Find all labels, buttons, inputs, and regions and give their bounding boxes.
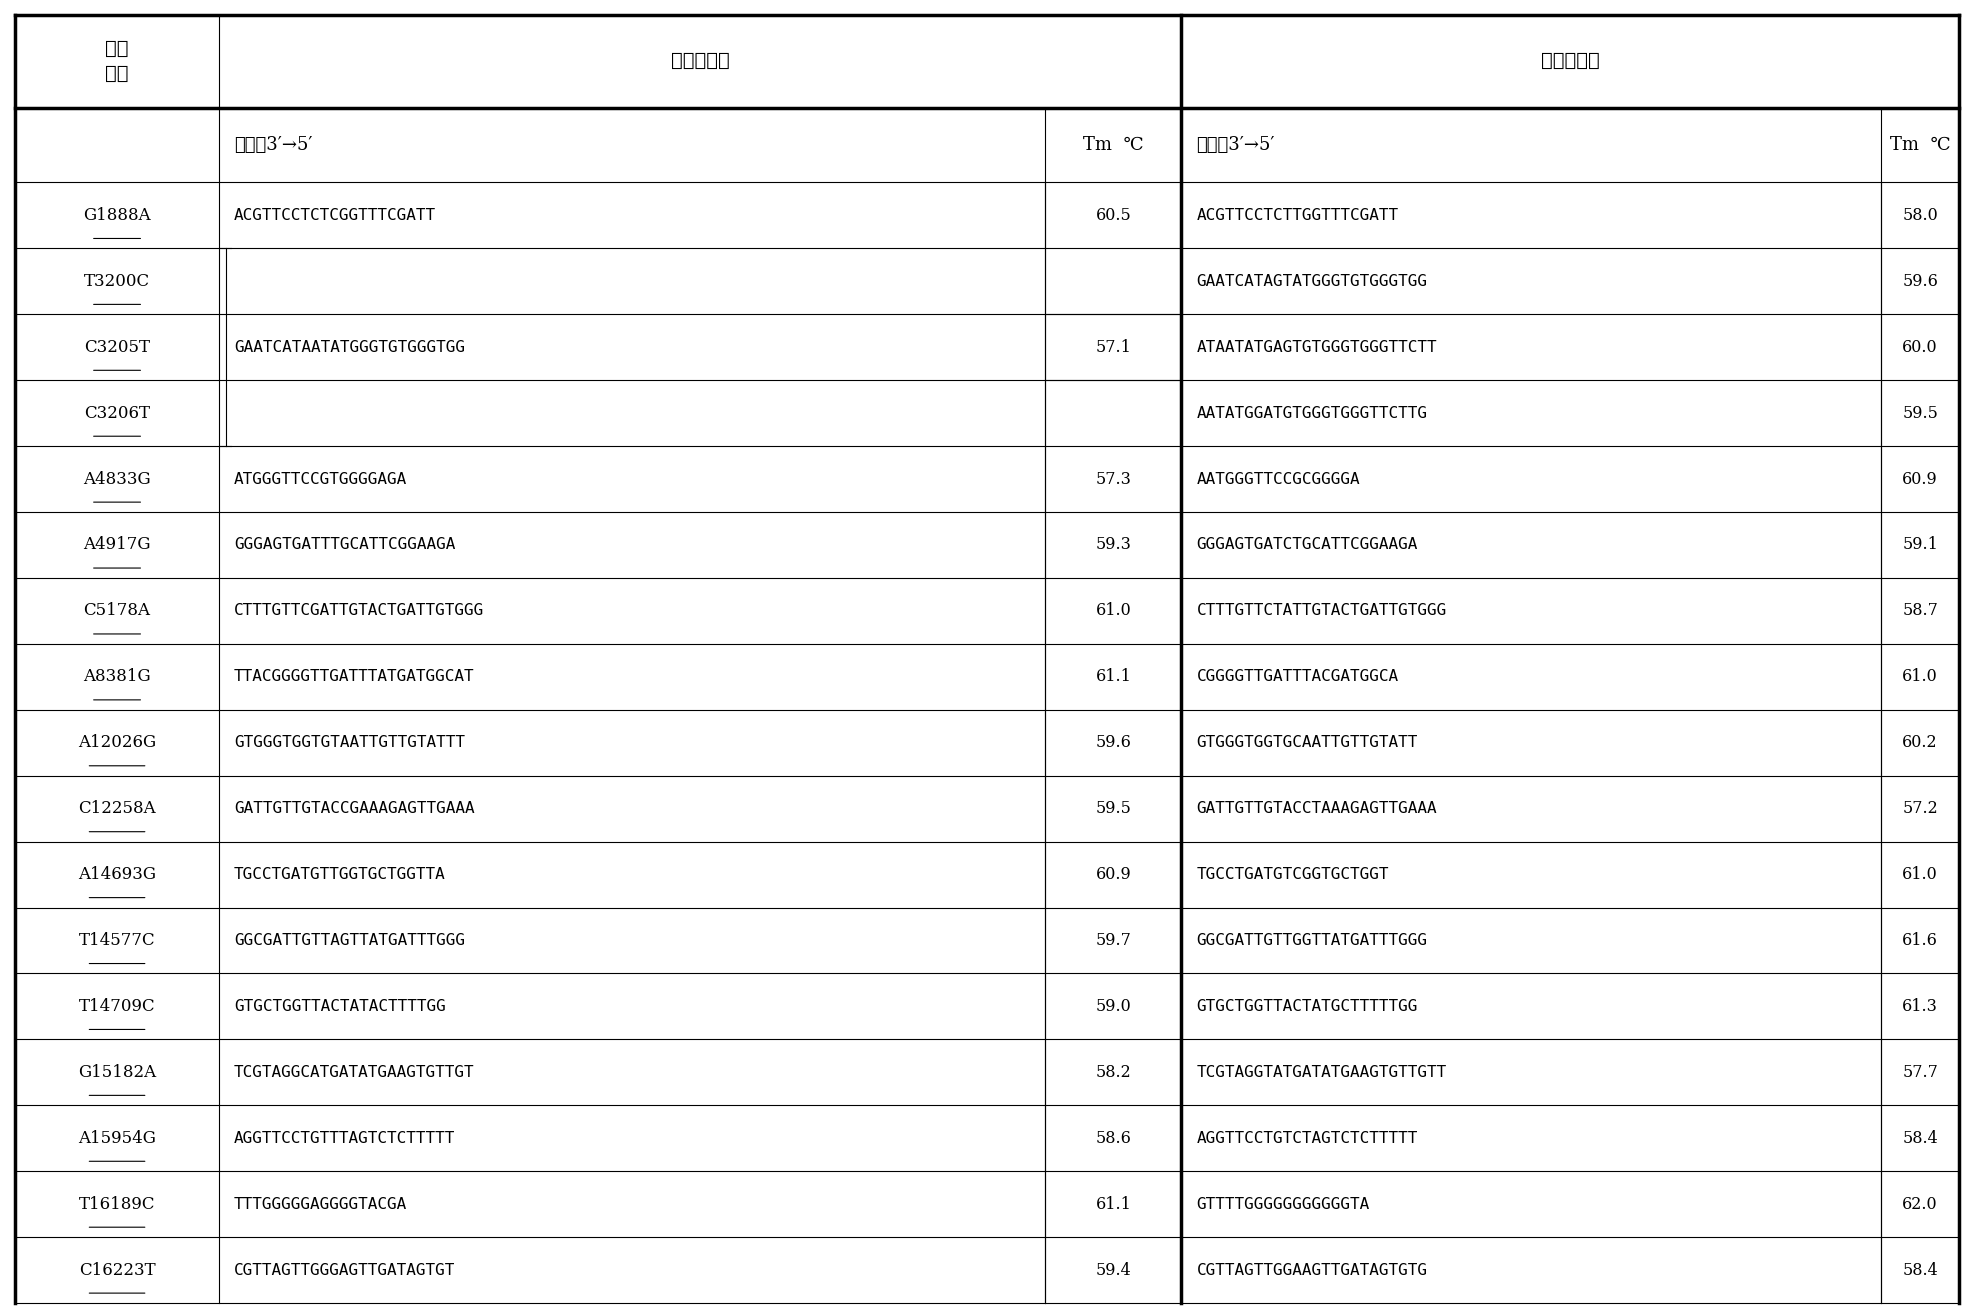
Text: 58.4: 58.4 bbox=[1902, 1129, 1937, 1146]
Text: 57.3: 57.3 bbox=[1095, 470, 1132, 487]
Text: TCGTAGGCATGATATGAAGTGTTGT: TCGTAGGCATGATATGAAGTGTTGT bbox=[234, 1065, 475, 1079]
Text: ATAATATGAGTGTGGGTGGGTTCTT: ATAATATGAGTGTGGGTGGGTTCTT bbox=[1197, 340, 1437, 355]
Text: A14693G: A14693G bbox=[79, 867, 156, 884]
Text: 60.9: 60.9 bbox=[1095, 867, 1132, 884]
Text: AGGTTCCTGTTTAGTCTCTTTTT: AGGTTCCTGTTTAGTCTCTTTTT bbox=[234, 1130, 455, 1146]
Text: Tm  ℃: Tm ℃ bbox=[1083, 137, 1144, 154]
Text: 57.2: 57.2 bbox=[1902, 800, 1937, 817]
Text: GATTGTTGTACCTAAAGAGTTGAAA: GATTGTTGTACCTAAAGAGTTGAAA bbox=[1197, 801, 1437, 817]
Text: AGGTTCCTGTCTAGTCTCTTTTT: AGGTTCCTGTCTAGTCTCTTTTT bbox=[1197, 1130, 1418, 1146]
Text: GTTTTGGGGGGGGGGGTA: GTTTTGGGGGGGGGGGTA bbox=[1197, 1196, 1370, 1212]
Text: T14577C: T14577C bbox=[79, 932, 156, 949]
Text: 60.9: 60.9 bbox=[1902, 470, 1937, 487]
Text: 61.1: 61.1 bbox=[1095, 1196, 1132, 1213]
Text: ACGTTCCTCTCGGTTTCGATT: ACGTTCCTCTCGGTTTCGATT bbox=[234, 207, 437, 223]
Text: GAATCATAATATGGGTGTGGGTGG: GAATCATAATATGGGTGTGGGTGG bbox=[234, 340, 465, 355]
Text: 59.5: 59.5 bbox=[1902, 404, 1937, 421]
Text: A12026G: A12026G bbox=[79, 734, 156, 751]
Text: 58.7: 58.7 bbox=[1902, 603, 1937, 620]
Text: 62.0: 62.0 bbox=[1902, 1196, 1937, 1213]
Text: GTGCTGGTTACTATACTTTTGG: GTGCTGGTTACTATACTTTTGG bbox=[234, 999, 445, 1014]
Text: ACGTTCCTCTTGGTTTCGATT: ACGTTCCTCTTGGTTTCGATT bbox=[1197, 207, 1398, 223]
Text: 57.7: 57.7 bbox=[1902, 1064, 1937, 1081]
Text: CGTTAGTTGGAAGTTGATAGTGTG: CGTTAGTTGGAAGTTGATAGTGTG bbox=[1197, 1263, 1428, 1278]
Text: GATTGTTGTACCGAAAGAGTTGAAA: GATTGTTGTACCGAAAGAGTTGAAA bbox=[234, 801, 475, 817]
Text: C3206T: C3206T bbox=[85, 404, 150, 421]
Text: 序列，3′→5′: 序列，3′→5′ bbox=[234, 137, 313, 154]
Text: CGTTAGTTGGGAGTTGATAGTGT: CGTTAGTTGGGAGTTGATAGTGT bbox=[234, 1263, 455, 1278]
Text: TGCCTGATGTCGGTGCTGGT: TGCCTGATGTCGGTGCTGGT bbox=[1197, 867, 1388, 882]
Text: C5178A: C5178A bbox=[83, 603, 150, 620]
Text: AATATGGATGTGGGTGGGTTCTTG: AATATGGATGTGGGTGGGTTCTTG bbox=[1197, 406, 1428, 420]
Text: TCGTAGGTATGATATGAAGTGTTGTT: TCGTAGGTATGATATGAAGTGTTGTT bbox=[1197, 1065, 1447, 1079]
Text: 58.0: 58.0 bbox=[1902, 207, 1937, 225]
Text: GAATCATAGTATGGGTGTGGGTGG: GAATCATAGTATGGGTGTGGGTGG bbox=[1197, 274, 1428, 289]
Text: 61.0: 61.0 bbox=[1902, 668, 1937, 685]
Text: CTTTGTTCTATTGTACTGATTGTGGG: CTTTGTTCTATTGTACTGATTGTGGG bbox=[1197, 604, 1447, 618]
Text: GGCGATTGTTAGTTATGATTTGGG: GGCGATTGTTAGTTATGATTTGGG bbox=[234, 934, 465, 948]
Text: 60.5: 60.5 bbox=[1095, 207, 1132, 225]
Text: A15954G: A15954G bbox=[79, 1129, 156, 1146]
Text: GTGGGTGGTGTAATTGTTGTATTT: GTGGGTGGTGTAATTGTTGTATTT bbox=[234, 735, 465, 750]
Text: 突变型探针: 突变型探针 bbox=[1542, 53, 1599, 71]
Text: T14709C: T14709C bbox=[79, 998, 156, 1015]
Text: 61.6: 61.6 bbox=[1902, 932, 1937, 949]
Text: CGGGGTTGATTTACGATGGCA: CGGGGTTGATTTACGATGGCA bbox=[1197, 670, 1398, 684]
Text: AATGGGTTCCGCGGGGA: AATGGGTTCCGCGGGGA bbox=[1197, 471, 1361, 487]
Text: TGCCTGATGTTGGTGCTGGTTA: TGCCTGATGTTGGTGCTGGTTA bbox=[234, 867, 445, 882]
Text: 57.1: 57.1 bbox=[1095, 339, 1132, 356]
Text: A4833G: A4833G bbox=[83, 470, 152, 487]
Text: 59.6: 59.6 bbox=[1095, 734, 1132, 751]
Text: A4917G: A4917G bbox=[83, 537, 152, 554]
Text: 58.4: 58.4 bbox=[1902, 1262, 1937, 1279]
Text: T3200C: T3200C bbox=[85, 273, 150, 290]
Text: 61.1: 61.1 bbox=[1095, 668, 1132, 685]
Text: 59.1: 59.1 bbox=[1902, 537, 1937, 554]
Text: 59.5: 59.5 bbox=[1095, 800, 1132, 817]
Text: 59.0: 59.0 bbox=[1095, 998, 1132, 1015]
Text: 60.2: 60.2 bbox=[1902, 734, 1937, 751]
Text: Tm  ℃: Tm ℃ bbox=[1890, 137, 1951, 154]
Text: T16189C: T16189C bbox=[79, 1196, 156, 1213]
Text: C12258A: C12258A bbox=[79, 800, 156, 817]
Text: 59.6: 59.6 bbox=[1902, 273, 1937, 290]
Text: 59.7: 59.7 bbox=[1095, 932, 1132, 949]
Text: C16223T: C16223T bbox=[79, 1262, 156, 1279]
Text: 60.0: 60.0 bbox=[1902, 339, 1937, 356]
Text: TTACGGGGTTGATTTATGATGGCAT: TTACGGGGTTGATTTATGATGGCAT bbox=[234, 670, 475, 684]
Text: 59.3: 59.3 bbox=[1095, 537, 1132, 554]
Text: G1888A: G1888A bbox=[83, 207, 152, 225]
Text: A8381G: A8381G bbox=[83, 668, 152, 685]
Text: 61.0: 61.0 bbox=[1902, 867, 1937, 884]
Text: ATGGGTTCCGTGGGGAGA: ATGGGTTCCGTGGGGAGA bbox=[234, 471, 408, 487]
Text: GGGAGTGATTTGCATTCGGAAGA: GGGAGTGATTTGCATTCGGAAGA bbox=[234, 537, 455, 553]
Text: GTGCTGGTTACTATGCTTTTTGG: GTGCTGGTTACTATGCTTTTTGG bbox=[1197, 999, 1418, 1014]
Text: GGGAGTGATCTGCATTCGGAAGA: GGGAGTGATCTGCATTCGGAAGA bbox=[1197, 537, 1418, 553]
Text: 59.4: 59.4 bbox=[1095, 1262, 1132, 1279]
Text: G15182A: G15182A bbox=[79, 1064, 156, 1081]
Text: CTTTGTTCGATTGTACTGATTGTGGG: CTTTGTTCGATTGTACTGATTGTGGG bbox=[234, 604, 484, 618]
Text: 58.6: 58.6 bbox=[1095, 1129, 1132, 1146]
Text: GTGGGTGGTGCAATTGTTGTATT: GTGGGTGGTGCAATTGTTGTATT bbox=[1197, 735, 1418, 750]
Text: 61.0: 61.0 bbox=[1095, 603, 1132, 620]
Text: GGCGATTGTTGGTTATGATTTGGG: GGCGATTGTTGGTTATGATTTGGG bbox=[1197, 934, 1428, 948]
Text: TTTGGGGGAGGGGTACGA: TTTGGGGGAGGGGTACGA bbox=[234, 1196, 408, 1212]
Text: 野生型探针: 野生型探针 bbox=[671, 53, 730, 71]
Text: 突变
位点: 突变 位点 bbox=[104, 39, 128, 83]
Text: 61.3: 61.3 bbox=[1902, 998, 1937, 1015]
Text: 58.2: 58.2 bbox=[1095, 1064, 1132, 1081]
Text: C3205T: C3205T bbox=[85, 339, 150, 356]
Text: 序列，3′→5′: 序列，3′→5′ bbox=[1197, 137, 1274, 154]
